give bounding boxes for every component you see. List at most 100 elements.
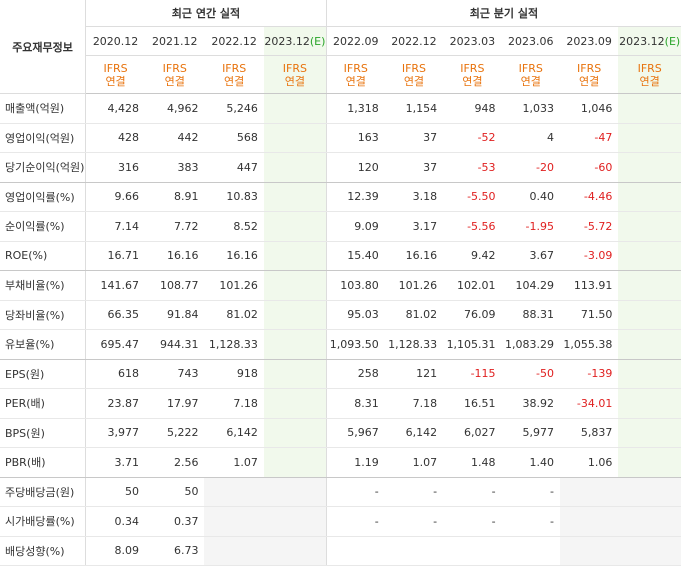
value-cell: 38.92 [501, 388, 560, 419]
table-row: 영업이익(억원) 428 442 568 163 37 -52 4 -47 [0, 123, 681, 153]
value-cell [618, 418, 681, 448]
value-cell: 5,967 [326, 418, 385, 448]
value-cell: 258 [326, 359, 385, 389]
value-cell: -47 [559, 123, 619, 153]
value-cell: 81.02 [384, 300, 444, 330]
value-cell [618, 93, 681, 124]
value-cell: 1.07 [384, 447, 444, 478]
value-cell: 16.16 [384, 241, 444, 271]
value-cell [618, 506, 681, 537]
estimate-mark: (E) [309, 34, 326, 48]
value-cell [263, 329, 327, 360]
value-cell: 442 [145, 123, 205, 153]
value-cell: 8.31 [326, 388, 385, 419]
value-cell [618, 211, 681, 242]
value-cell [384, 536, 444, 566]
period-header: 2020.12 [85, 26, 146, 56]
quarter-title: 최근 분기 실적 [326, 0, 681, 27]
header-group-row: 주요재무정보 최근 연간 실적 최근 분기 실적 [0, 0, 681, 94]
table-row: 배당성향(%) 8.09 6.73 [0, 536, 681, 566]
value-cell: 1.48 [443, 447, 502, 478]
value-cell: -115 [443, 359, 502, 389]
value-cell: 8.91 [145, 182, 205, 212]
value-cell: 3,977 [85, 418, 146, 448]
table-row: 매출액(억원) 4,428 4,962 5,246 1,318 1,154 948 1,033… [0, 93, 681, 124]
table-row: 당기순이익(억원) 316 383 447 120 37 -53 -20 -60 [0, 152, 681, 183]
value-cell: 16.51 [443, 388, 502, 419]
value-cell: 108.77 [145, 270, 205, 301]
row-label: 주당배당금(원) [0, 477, 87, 507]
row-label: 순이익률(%) [0, 211, 87, 242]
value-cell: 37 [384, 123, 444, 153]
period-header: 2022.09 [326, 26, 385, 56]
value-cell [204, 536, 264, 566]
value-cell: 10.83 [204, 182, 264, 212]
value-cell [263, 388, 327, 419]
row-label: PER(배) [0, 388, 87, 419]
value-cell: 16.71 [85, 241, 146, 271]
value-cell: 1,154 [384, 93, 444, 124]
value-cell: 743 [145, 359, 205, 389]
ifrs-consolidated-label: IFRS 연결 [501, 55, 560, 94]
value-cell: 88.31 [501, 300, 560, 330]
value-cell: -53 [443, 152, 502, 183]
value-cell [618, 447, 681, 478]
value-cell: 7.72 [145, 211, 205, 242]
value-cell: 37 [384, 152, 444, 183]
value-cell [204, 506, 264, 537]
value-cell: -50 [501, 359, 560, 389]
value-cell: 0.34 [85, 506, 146, 537]
value-cell: 17.97 [145, 388, 205, 419]
value-cell: 113.91 [559, 270, 619, 301]
value-cell [618, 536, 681, 566]
corner-label: 주요재무정보 [0, 0, 87, 94]
period-header: 2023.12(E) [618, 26, 681, 56]
value-cell: 944.31 [145, 329, 205, 360]
value-cell: 9.42 [443, 241, 502, 271]
value-cell: 66.35 [85, 300, 146, 330]
value-cell: 695.47 [85, 329, 146, 360]
period-header: 2023.03 [443, 26, 502, 56]
value-cell: 6.73 [145, 536, 205, 566]
table-row: ROE(%) 16.71 16.16 16.16 15.40 16.16 9.42 3.67-… [0, 241, 681, 271]
value-cell: -5.56 [443, 211, 502, 242]
value-cell: 8.09 [85, 536, 146, 566]
value-cell: 3.18 [384, 182, 444, 212]
value-cell [443, 536, 502, 566]
value-cell: 1,128.33 [204, 329, 264, 360]
ifrs-consolidated-label: IFRS 연결 [326, 55, 385, 94]
value-cell [263, 418, 327, 448]
value-cell: 9.09 [326, 211, 385, 242]
period-header: 2022.12 [204, 26, 264, 56]
table-row: 순이익률(%) 7.14 7.72 8.52 9.09 3.17 -5.56 -1.95 -5.… [0, 211, 681, 242]
value-cell: 1.07 [204, 447, 264, 478]
value-cell [618, 477, 681, 507]
value-cell [263, 93, 327, 124]
value-cell: 1.19 [326, 447, 385, 478]
ifrs-consolidated-label: IFRS 연결 [145, 55, 205, 94]
value-cell: 121 [384, 359, 444, 389]
value-cell [263, 300, 327, 330]
period-header: 2023.12(E) [263, 26, 327, 56]
accounting-type-row: IFRS 연결 IFRS 연결 IFRS 연결 IFRS 연결 IFRS 연결 IFRS 연결 IFRS… [0, 55, 681, 94]
value-cell: 1,105.31 [443, 329, 502, 360]
row-label: 유보율(%) [0, 329, 87, 360]
value-cell: 76.09 [443, 300, 502, 330]
value-cell: 4 [501, 123, 560, 153]
value-cell: - [384, 477, 444, 507]
value-cell: 71.50 [559, 300, 619, 330]
row-label: PBR(배) [0, 447, 87, 478]
value-cell [618, 123, 681, 153]
value-cell [618, 359, 681, 389]
value-cell: -4.46 [559, 182, 619, 212]
value-cell: 383 [145, 152, 205, 183]
ifrs-consolidated-label: IFRS 연결 [204, 55, 264, 94]
value-cell [326, 536, 385, 566]
value-cell: -34.01 [559, 388, 619, 419]
value-cell: 948 [443, 93, 502, 124]
value-cell: 3.67 [501, 241, 560, 271]
period-header: 2023.06 [501, 26, 560, 56]
table-row: PBR(배) 3.71 2.56 1.07 1.19 1.07 1.48 1.40 1.06 [0, 447, 681, 478]
value-cell [263, 123, 327, 153]
